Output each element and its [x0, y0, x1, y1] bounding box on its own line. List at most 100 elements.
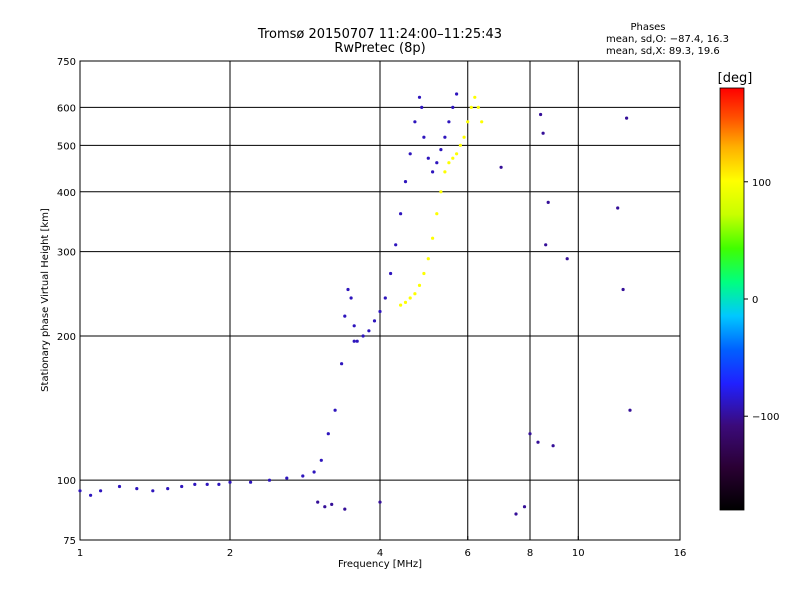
data-point-scattered [536, 440, 540, 444]
data-point-o [135, 487, 139, 491]
colorbar-tick-label: −100 [752, 412, 779, 423]
data-point-scattered [551, 444, 555, 448]
data-point-x [473, 95, 477, 99]
data-point-scattered [343, 507, 347, 511]
data-point-o [394, 243, 398, 247]
data-point-o [389, 271, 393, 276]
data-point-o [431, 170, 435, 174]
data-point-x [399, 303, 403, 307]
data-point-x [451, 156, 455, 160]
colorbar-tick-label: 100 [752, 178, 771, 189]
y-tick-label: 75 [63, 536, 76, 547]
data-point-o [399, 212, 403, 216]
x-tick-label: 4 [377, 548, 383, 559]
data-point-o [333, 408, 337, 412]
data-point-o [367, 329, 371, 333]
data-point-o [352, 339, 356, 343]
data-point-scattered [541, 131, 545, 135]
data-point-x [447, 161, 451, 165]
data-point-x [422, 271, 426, 276]
data-point-x [480, 120, 484, 124]
data-point-x [426, 257, 430, 261]
data-point-o [422, 135, 426, 139]
data-point-o [417, 95, 422, 99]
data-point-o [249, 480, 253, 484]
data-point-o [267, 478, 272, 482]
x-tick-label: 10 [572, 548, 585, 559]
data-point-scattered [514, 512, 518, 516]
data-point-x [431, 236, 435, 240]
data-point-o [205, 482, 209, 486]
data-point-o [285, 476, 289, 480]
y-tick-label: 200 [57, 332, 76, 343]
data-point-x [462, 135, 466, 139]
x-tick-label: 1 [77, 548, 83, 559]
x-tick-label: 8 [527, 548, 533, 559]
x-tick-label: 2 [227, 548, 233, 559]
data-point-o [312, 470, 316, 474]
y-tick-label: 400 [57, 188, 76, 199]
phase-stats-x: mean, sd,X: 89.3, 19.6 [606, 46, 720, 57]
grid-lines [79, 61, 681, 540]
data-point-x [458, 143, 462, 147]
data-point-o [151, 489, 155, 493]
data-point-o [180, 484, 184, 489]
data-point-o [340, 362, 344, 366]
data-point-x [469, 105, 473, 109]
phases-label: Phases [630, 22, 665, 33]
data-point-scattered [528, 432, 532, 436]
plot-area [78, 60, 681, 541]
data-point-o [99, 489, 103, 493]
data-point-x [476, 105, 480, 109]
data-point-o [228, 480, 232, 484]
data-point-o [217, 482, 221, 486]
data-point-scattered [539, 112, 543, 117]
data-point-o [346, 287, 350, 292]
data-point-o [166, 487, 170, 491]
data-point-o [193, 482, 197, 486]
data-point-x [466, 120, 470, 124]
data-point-o [439, 148, 443, 152]
data-point-x [417, 283, 422, 287]
data-point-scattered [544, 243, 548, 247]
data-point-scattered [546, 200, 550, 204]
data-point-o [383, 296, 387, 300]
data-point-x [413, 292, 417, 296]
data-point-x [435, 212, 439, 216]
data-point-o [352, 324, 356, 328]
data-point-scattered [625, 116, 629, 120]
data-point-o [349, 296, 353, 300]
colorbar-label: [deg] [718, 71, 753, 86]
data-point-o [420, 105, 424, 109]
data-point-o [372, 319, 377, 323]
data-point-scattered [378, 500, 382, 504]
data-point-o [403, 180, 408, 184]
data-point-o [117, 484, 122, 489]
data-point-o [78, 489, 82, 493]
y-tick-label: 100 [57, 476, 76, 487]
data-point-o [455, 92, 459, 96]
data-point-o [426, 156, 430, 160]
data-point-o [361, 334, 365, 338]
chart-title: Tromsø 20150707 11:24:00–11:25:43 [257, 27, 502, 42]
x-axis-label: Frequency [MHz] [338, 559, 422, 570]
data-point-o [301, 474, 305, 478]
data-point-scattered [522, 505, 527, 509]
data-points [78, 92, 632, 516]
x-tick-label: 6 [465, 548, 471, 559]
data-point-scattered [616, 206, 620, 210]
data-point-o [319, 458, 323, 462]
data-point-o [408, 152, 412, 156]
y-tick-label: 500 [57, 141, 76, 152]
data-point-o [451, 105, 455, 109]
data-point-o [355, 339, 359, 343]
colorbar-tick-label: 0 [752, 295, 758, 306]
data-point-x [443, 170, 447, 174]
data-point-scattered [330, 502, 334, 506]
y-tick-label: 300 [57, 248, 76, 259]
data-point-o [343, 314, 347, 318]
data-point-scattered [628, 408, 632, 412]
data-point-scattered [323, 505, 327, 509]
colorbar-ticks: 100 0 −100 [744, 178, 779, 423]
y-tick-labels: 75 100 200 300 400 500 600 750 [57, 57, 76, 547]
